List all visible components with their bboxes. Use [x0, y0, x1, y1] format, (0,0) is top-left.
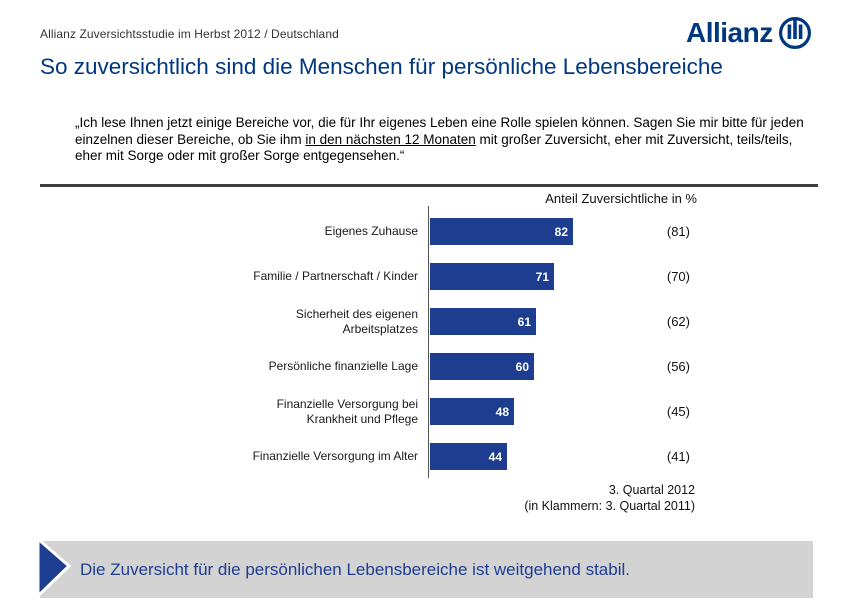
chart-axis-title: Anteil Zuversichtliche in %	[545, 191, 697, 206]
key-message-text: Die Zuversicht für die persönlichen Lebe…	[80, 559, 630, 579]
header-subtitle: Allianz Zuversichtsstudie im Herbst 2012…	[40, 27, 339, 41]
bar-value-label: 82	[554, 224, 568, 239]
chart-row: Eigenes Zuhause 82 (81)	[40, 218, 780, 245]
page-title: So zuversichtlich sind die Menschen für …	[40, 54, 723, 79]
bar: 60	[430, 353, 534, 380]
bar-value-label: 71	[535, 269, 549, 284]
category-label: Eigenes Zuhause	[324, 224, 418, 238]
bar: 61	[430, 308, 536, 335]
previous-year-value: (56)	[666, 359, 690, 374]
previous-year-value: (70)	[666, 269, 690, 284]
chart-row: Sicherheit des eigenen Arbeitsplatzes 61 (…	[40, 306, 780, 336]
key-message-banner: Die Zuversicht für die persönlichen Lebe…	[36, 537, 813, 599]
category-label: Finanzielle Versorgung im Alter	[252, 449, 418, 463]
bar-chart: Eigenes Zuhause 82 (81) Familie / Partnersc…	[40, 205, 780, 485]
footnote-line1: 3. Quartal 2012	[608, 483, 695, 497]
divider-line	[40, 184, 818, 187]
chart-footnote: 3. Quartal 2012 (in Klammern: 3. Quartal…	[40, 483, 695, 514]
bar-value-label: 60	[515, 359, 529, 374]
category-label: Persönliche finanzielle Lage	[268, 359, 418, 373]
bar: 48	[430, 398, 514, 425]
bar: 71	[430, 263, 554, 290]
survey-question-text: „Ich lese Ihnen jetzt einige Bereiche vo…	[75, 115, 820, 165]
quote-part1: „Ich lese Ihnen jetzt einige Bereiche vo…	[75, 115, 804, 147]
bar: 82	[430, 218, 573, 245]
quote-underlined-phrase: in den nächsten 12 Monaten	[305, 131, 476, 147]
arrow-right-icon	[36, 537, 72, 599]
bar: 44	[430, 443, 507, 470]
bar-value-label: 61	[517, 314, 531, 329]
chart-row: Finanzielle Versorgung im Alter 44 (41)	[40, 443, 780, 470]
allianz-logo: Allianz	[686, 16, 812, 50]
bar-value-label: 44	[488, 449, 502, 464]
previous-year-value: (41)	[666, 449, 690, 464]
chart-row: Finanzielle Versorgung bei Krankheit und…	[40, 396, 780, 426]
allianz-wordmark: Allianz	[686, 17, 773, 48]
chart-row: Persönliche finanzielle Lage 60 (56)	[40, 353, 780, 380]
category-label: Finanzielle Versorgung bei Krankheit und…	[276, 396, 418, 426]
previous-year-value: (62)	[666, 314, 690, 329]
chart-row: Familie / Partnerschaft / Kinder 71 (70)	[40, 263, 780, 290]
chart-axis-line	[428, 206, 429, 478]
previous-year-value: (81)	[666, 224, 690, 239]
bar-value-label: 48	[495, 404, 509, 419]
previous-year-value: (45)	[666, 404, 690, 419]
category-label: Sicherheit des eigenen Arbeitsplatzes	[295, 306, 418, 336]
category-label: Familie / Partnerschaft / Kinder	[253, 269, 418, 283]
allianz-emblem-icon	[778, 17, 811, 49]
quote-part2: mit großer Zuversicht, eher mit Zuversic…	[75, 131, 793, 164]
footnote-line2: (in Klammern: 3. Quartal 2011)	[524, 498, 695, 513]
